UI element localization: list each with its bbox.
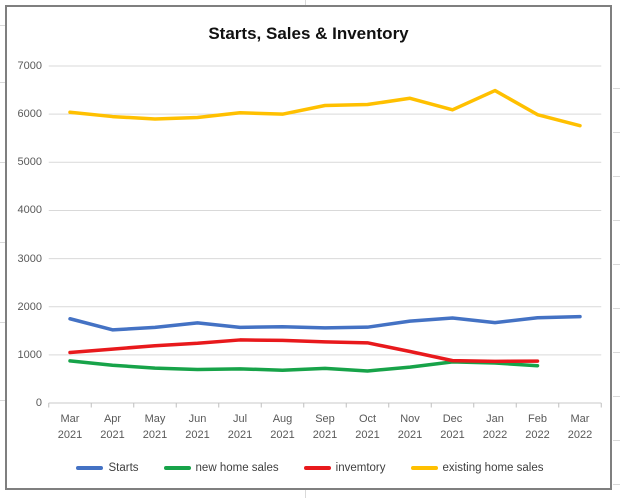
legend-item-Starts[interactable]: Starts [76,462,139,474]
spreadsheet-gridline [613,88,620,89]
x-axis-label: Feb 2022 [525,413,550,441]
legend-item-new-home-sales[interactable]: new home sales [163,462,279,474]
spreadsheet-gridline [613,220,620,221]
spreadsheet-gridline [613,264,620,265]
spreadsheet-gridline [613,484,620,485]
spreadsheet-gridline [613,440,620,441]
legend-label: existing home sales [442,462,544,474]
chart-title: Starts, Sales & Inventory [208,24,409,43]
series-line-invemtory[interactable] [68,338,540,364]
x-axis-label: Apr 2021 [100,413,125,441]
spreadsheet-gridline [0,322,5,323]
legend-label: Starts [108,462,139,474]
y-axis-label: 2000 [17,300,42,313]
chart-object-frame[interactable]: Starts, Sales & Inventory [5,5,612,490]
legend-label: new home sales [195,462,279,474]
y-axis-label: 1000 [17,348,42,361]
legend-swatch-icon [76,466,104,470]
x-axis-label: Jun 2021 [185,413,210,441]
x-axis-label: Aug 2021 [270,413,295,441]
y-axis-label: 0 [35,397,42,409]
series-line-existing-home-sales[interactable] [68,88,582,128]
y-axis-label: 3000 [17,252,42,265]
y-axis-label: 5000 [17,156,42,169]
series-line-Starts[interactable] [68,314,582,332]
y-axis-label: 6000 [17,108,42,121]
y-axis-label: 7000 [17,60,42,73]
spreadsheet-gridline [0,25,5,26]
spreadsheet-gridline [613,396,620,397]
legend-label: invemtory [335,462,386,474]
legend-swatch-icon [163,466,191,470]
x-axis-label: Oct 2021 [355,413,380,441]
spreadsheet-gridline [305,490,306,498]
spreadsheet-gridline [613,176,620,177]
x-axis-label: Mar 2021 [57,413,83,441]
x-axis-label: Jan 2022 [482,413,508,441]
legend-item-existing-home-sales[interactable]: existing home sales [410,462,544,474]
x-axis-label: Sep 2021 [312,413,338,441]
spreadsheet-gridline [305,0,306,5]
spreadsheet-gridline [0,82,5,83]
spreadsheet-gridline [613,308,620,309]
y-axis-label: 4000 [17,204,42,217]
x-axis-label: May 2021 [142,413,168,441]
x-axis-label: Jul 2021 [227,413,253,441]
x-axis-label: Nov 2021 [397,413,423,441]
chart-legend: Starts new home sales invemtory existing ho… [7,458,613,478]
legend-swatch-icon [410,466,438,470]
spreadsheet-gridline [613,352,620,353]
spreadsheet-gridline [613,132,620,133]
spreadsheet-gridline [0,242,5,243]
spreadsheet-gridline [0,162,5,163]
x-axis-label: Dec 2021 [440,413,465,441]
x-axis-label: Mar 2022 [567,413,593,441]
legend-swatch-icon [303,466,331,470]
legend-item-invemtory[interactable]: invemtory [303,462,386,474]
spreadsheet-gridline [0,400,5,401]
